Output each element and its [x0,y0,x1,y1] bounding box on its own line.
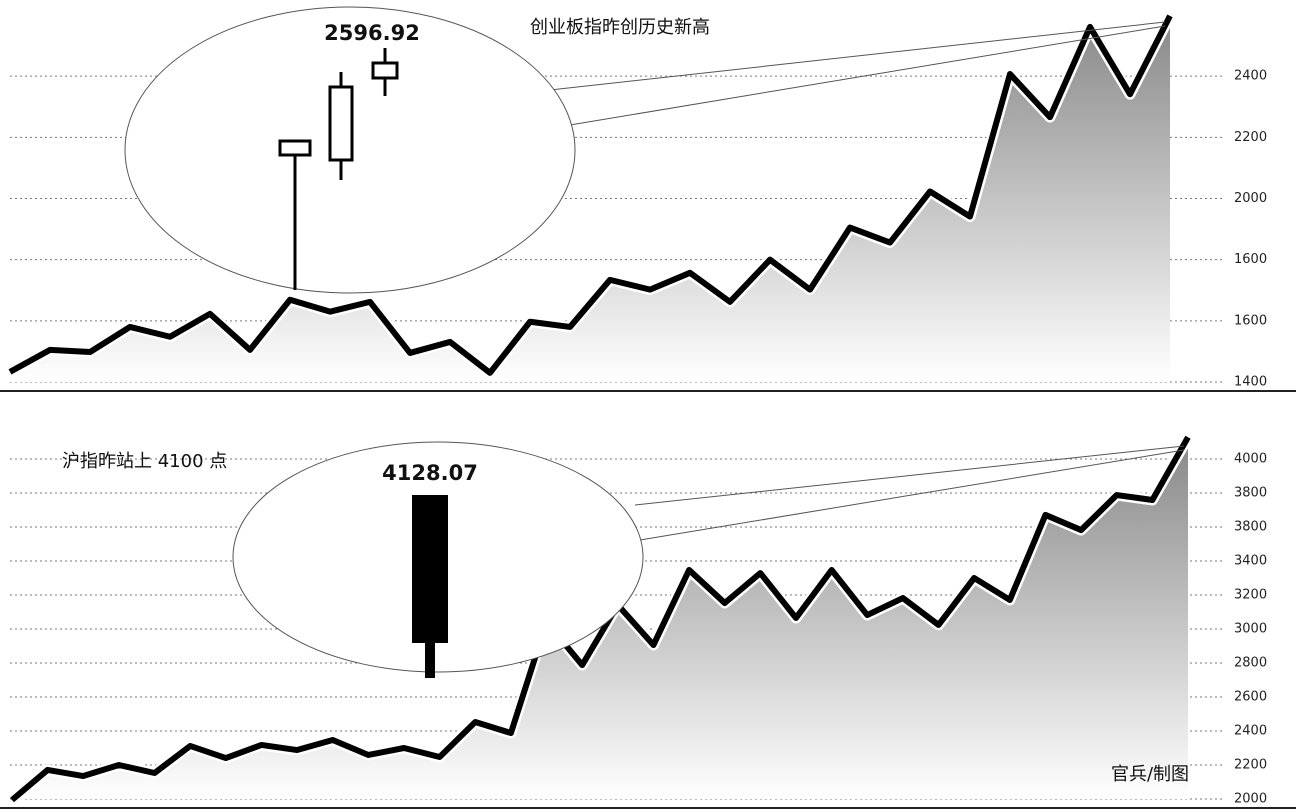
candle-body [328,85,354,162]
y-tick-label: 1600 [1234,252,1267,267]
y-tick-label: 3000 [1234,622,1267,637]
y-tick-label: 2000 [1234,792,1267,807]
y-tick-label: 2400 [1234,724,1267,739]
candle-body [412,495,448,643]
y-tick-label: 2200 [1234,130,1267,145]
y-tick-label: 3400 [1234,554,1267,569]
y-tick-label: 3800 [1234,520,1267,535]
callout-value: 2596.92 [324,21,420,45]
y-tick-label: 4000 [1234,452,1267,467]
line [10,435,1191,803]
y-tick-label: 3800 [1234,486,1267,501]
callout-line [549,21,1166,91]
y-tick-label: 2200 [1234,758,1267,773]
y-tick-label: 3200 [1234,588,1267,603]
chart-title: 创业板指昨创历史新高 [530,17,710,38]
credit: 官兵/制图 [1111,764,1189,785]
callout-line [634,445,1185,506]
y-tick-label: 1600 [1234,313,1267,328]
y-tick-label: 2600 [1234,690,1267,705]
callout-line [639,449,1185,541]
callout-value: 4128.07 [382,461,478,485]
y-tick-label: 2400 [1234,69,1267,84]
candle-body [371,61,399,80]
area [12,437,1188,801]
y-tick-label: 2800 [1234,656,1267,671]
y-tick-label: 1400 [1234,375,1267,390]
callout-line [569,25,1166,126]
chart-title: 沪指昨站上 4100 点 [62,451,227,472]
y-tick-label: 2000 [1234,191,1267,206]
line [8,14,1173,376]
area [10,15,1170,382]
candle-body [278,139,312,157]
